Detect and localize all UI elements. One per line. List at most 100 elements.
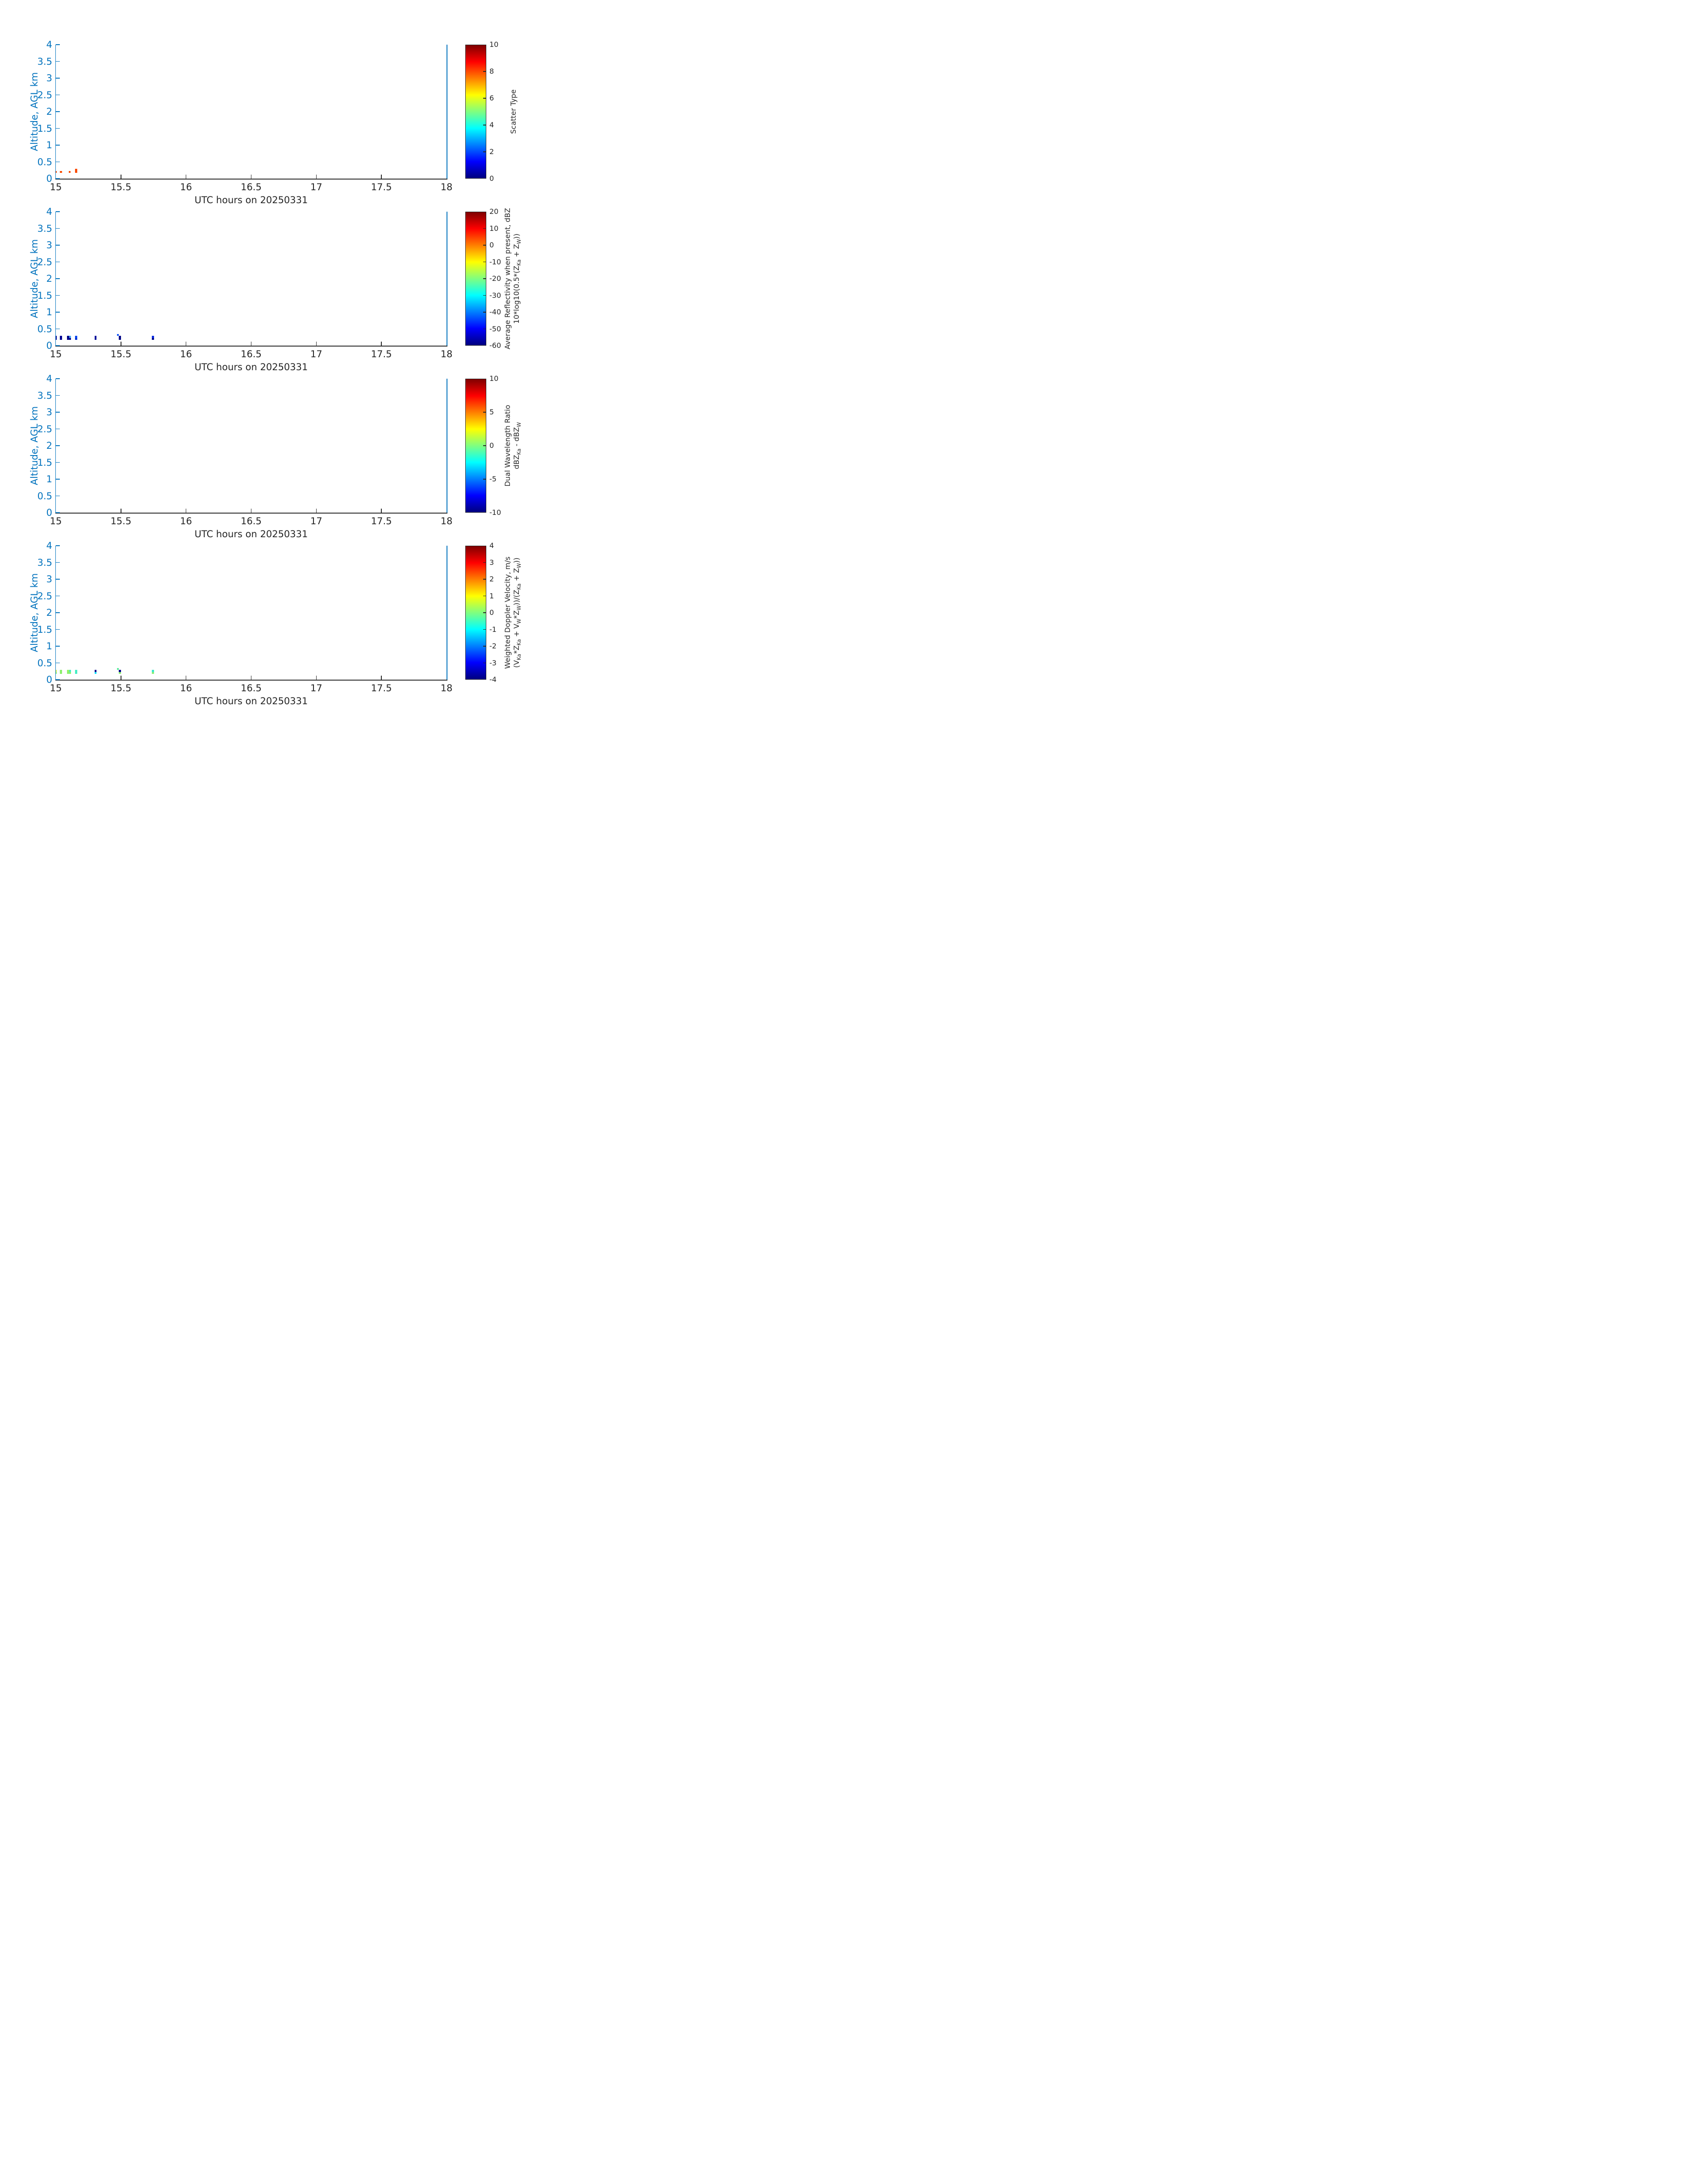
colorbar-tick [483, 445, 486, 446]
y-tick-label: 2.5 [37, 423, 52, 435]
label-text: 10*log10(0.5*(Z [512, 266, 521, 324]
y-tick-label: 4 [46, 39, 52, 50]
colorbar-tick-label: -40 [489, 308, 501, 316]
y-tick [56, 595, 60, 597]
y-tick [56, 61, 60, 62]
y-tick-label: 1.5 [37, 290, 52, 301]
colorbar-tick [483, 612, 486, 613]
heatmap-cell [68, 171, 71, 173]
x-tick [316, 175, 317, 179]
colorbar-tick-label: -1 [489, 625, 497, 634]
x-tick-label: 17.5 [371, 683, 392, 694]
colorbar-label-line: Weighted Doppler Velocity, m/s [503, 556, 512, 669]
y-tick [56, 261, 60, 263]
x-tick-label: 16.5 [241, 516, 262, 526]
heatmap-cell [119, 672, 121, 674]
heatmap-cell [152, 338, 154, 340]
x-axis-line-panel-dual-wavelength-ratio [55, 513, 447, 514]
heatmap-cell [60, 171, 62, 173]
heatmap-cell [75, 336, 77, 338]
x-axis-line-panel-scatter-type [55, 179, 447, 180]
y-tick [56, 94, 60, 96]
x-tick [185, 175, 187, 179]
subscript-text: W [516, 563, 522, 568]
colorbar-label: Weighted Doppler Velocity, m/s (VKa*ZKa +… [503, 556, 524, 669]
label-text: )) [512, 557, 521, 564]
colorbar-tick [483, 278, 486, 279]
heatmap-cell [69, 670, 71, 672]
x-tick-label: 15 [50, 683, 62, 694]
colorbar-tick-label: 10 [489, 224, 499, 233]
y-tick [56, 178, 60, 179]
x-tick-label: 18 [440, 349, 453, 359]
x-tick-label: 17.5 [371, 349, 392, 359]
y-tick [56, 312, 60, 313]
colorbar-weighted-doppler-velocity [465, 546, 486, 680]
label-text: + Z [512, 568, 521, 584]
subscript-text: Ka [516, 583, 522, 590]
heatmap-cell [67, 672, 71, 674]
x-tick-label: 15.5 [110, 683, 132, 694]
x-tick-label: 15.5 [110, 516, 132, 526]
colorbar-tick-label: 10 [489, 40, 499, 49]
y-tick-label: 3.5 [37, 56, 52, 67]
y-tick [56, 161, 60, 163]
colorbar-tick-label: 3 [489, 558, 494, 567]
x-tick [185, 676, 187, 680]
y-tick [56, 479, 60, 480]
x-tick-label: 16.5 [241, 349, 262, 359]
y-tick-label: 2 [46, 273, 52, 284]
colorbar-label-line: (VKa*ZKa + VW*ZW))/(ZKa + ZW)) [512, 556, 524, 669]
y-tick-label: 3.5 [37, 223, 52, 234]
colorbar-tick [483, 228, 486, 229]
heatmap-cell [60, 670, 62, 674]
y-tick [56, 211, 60, 212]
colorbar-tick-label: -30 [489, 291, 501, 300]
x-tick-label: 16 [180, 516, 192, 526]
y-tick [56, 545, 60, 546]
heatmap-cell [75, 338, 77, 340]
label-text: )) [512, 233, 521, 239]
x-axis-line-panel-weighted-doppler-velocity [55, 680, 447, 681]
heatmap-cell [56, 336, 57, 340]
y-tick-label: 0.5 [37, 657, 52, 669]
colorbar-tick-label: 5 [489, 408, 494, 416]
colorbar-label-line: Scatter Type [509, 89, 518, 134]
y-tick-label: 3.5 [37, 390, 52, 401]
x-tick-label: 16.5 [241, 182, 262, 192]
colorbar-label-line: Average Reflectivity when present, dBZ [503, 208, 512, 350]
y-tick-label: 0 [46, 340, 52, 351]
colorbar-tick-label: 10 [489, 374, 499, 383]
x-tick [185, 509, 187, 513]
heatmap-cell [56, 670, 57, 672]
left-spine-panel-dual-wavelength-ratio [55, 379, 56, 513]
colorbar-tick-label: -50 [489, 324, 501, 333]
y-tick-label: 2.5 [37, 256, 52, 267]
y-tick-label: 2.5 [37, 89, 52, 100]
x-tick-label: 15.5 [110, 349, 132, 359]
x-tick-label: 18 [440, 182, 453, 192]
x-tick-label: 15 [50, 182, 62, 192]
y-tick [56, 512, 60, 513]
y-tick [56, 245, 60, 246]
x-axis-label: UTC hours on 20250331 [194, 696, 308, 706]
y-tick [56, 562, 60, 563]
colorbar-label: Scatter Type [509, 89, 518, 134]
y-tick-label: 0.5 [37, 323, 52, 334]
label-text: - dBZ [512, 427, 521, 449]
colorbar-tick-label: 0 [489, 441, 494, 450]
x-tick [185, 342, 187, 346]
colorbar-tick [483, 295, 486, 296]
y-tick [56, 78, 60, 79]
y-tick [56, 662, 60, 664]
heatmap-cell [75, 670, 77, 674]
x-tick-label: 17.5 [371, 516, 392, 526]
y-tick-label: 2.5 [37, 590, 52, 602]
x-tick-label: 18 [440, 516, 453, 526]
label-text: Average Reflectivity when present, dBZ [503, 208, 512, 350]
y-tick-label: 3 [46, 73, 52, 84]
y-tick-label: 3 [46, 240, 52, 251]
heatmap-cell [56, 672, 57, 674]
colorbar-label-line: Dual Wavelength Ratio [503, 405, 512, 487]
colorbar-tick-label: 0 [489, 608, 494, 617]
